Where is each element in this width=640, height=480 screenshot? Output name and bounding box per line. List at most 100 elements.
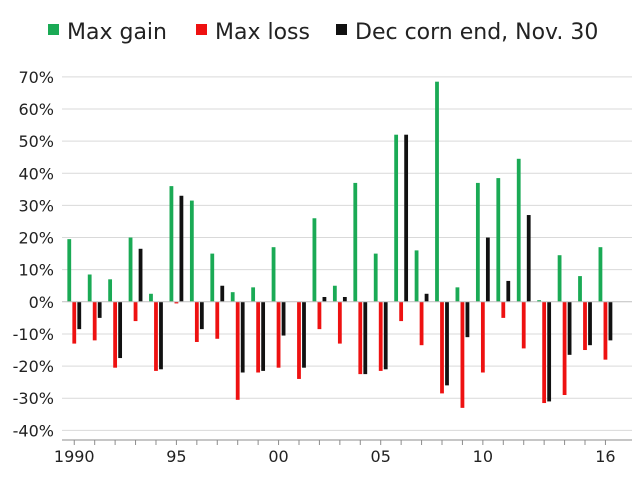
- bar-max-1996: [189, 200, 194, 302]
- bar-max-1999: [256, 301, 261, 373]
- bar-max-1997: [210, 253, 215, 302]
- bar-max-2009: [460, 301, 465, 408]
- x-axis-ticks: [73, 440, 606, 445]
- bar-dec-2014: [567, 301, 572, 355]
- legend-swatch-0: [48, 24, 59, 35]
- bar-max-2011: [496, 178, 501, 302]
- bar-dec-1997: [220, 285, 225, 302]
- bar-max-2014: [562, 301, 567, 396]
- y-tick-label--30: -30%: [13, 389, 54, 408]
- bar-max-1992: [113, 301, 118, 368]
- bar-dec-2002: [322, 296, 327, 302]
- y-tick-label--40: -40%: [13, 421, 54, 440]
- x-tick-label-10: 10: [473, 447, 493, 466]
- bar-max-2001: [297, 301, 301, 379]
- bar-max-1992: [108, 279, 113, 302]
- bar-max-2013: [542, 301, 547, 404]
- bar-dec-2001: [302, 301, 306, 368]
- bar-max-2008: [440, 301, 444, 394]
- bar-max-2006: [399, 301, 404, 322]
- bar-dec-2013: [547, 301, 552, 402]
- y-tick-label--10: -10%: [13, 325, 54, 344]
- bar-max-2016: [603, 301, 608, 360]
- bar-max-1994: [149, 293, 153, 302]
- x-tick-label-16: 16: [595, 447, 615, 466]
- legend-label-0: Max gain: [67, 20, 167, 45]
- x-tick-label-05: 05: [371, 447, 391, 466]
- bar-dec-2003: [342, 296, 347, 302]
- bar-max-1998: [235, 301, 240, 400]
- bar-max-2013: [537, 300, 542, 302]
- y-tick-label-40: 40%: [18, 164, 54, 183]
- bar-max-2012: [516, 158, 521, 302]
- bar-max-2005: [373, 253, 378, 302]
- bar-max-1990: [72, 301, 77, 344]
- bar-dec-2016: [608, 301, 613, 341]
- bar-max-2011: [501, 301, 506, 318]
- bar-max-2007: [414, 250, 419, 302]
- bar-dec-2006: [404, 134, 409, 302]
- bar-max-2005: [378, 301, 383, 371]
- bar-max-2009: [455, 287, 460, 302]
- bar-dec-1991: [97, 301, 102, 318]
- legend-swatch-2: [336, 24, 347, 35]
- y-tick-label-10: 10%: [18, 261, 54, 280]
- bar-max-2015: [578, 276, 582, 302]
- bar-dec-2007: [424, 293, 429, 302]
- bar-dec-2011: [506, 280, 511, 302]
- legend-swatch-1: [196, 24, 207, 35]
- bar-dec-2004: [363, 301, 368, 375]
- bar-max-1998: [230, 292, 235, 302]
- x-axis-tick-labels: 1990 95 00 05 10 16: [54, 447, 616, 466]
- bar-max-1996: [194, 301, 199, 342]
- bar-max-1993: [128, 237, 133, 302]
- bar-dec-2000: [281, 301, 286, 336]
- bar-dec-1992: [118, 301, 123, 359]
- bar-dec-2008: [445, 301, 449, 386]
- bar-max-2012: [521, 301, 526, 349]
- x-tick-label-00: 00: [268, 447, 288, 466]
- bar-max-2003: [337, 301, 342, 344]
- bar-max-2015: [583, 301, 587, 351]
- y-tick-label-60: 60%: [18, 100, 54, 119]
- y-tick-label-20: 20%: [18, 229, 54, 248]
- bar-max-1993: [133, 301, 138, 322]
- bar-dec-1993: [138, 248, 143, 302]
- x-tick-label-1990: 1990: [54, 447, 95, 466]
- bar-max-1999: [251, 287, 256, 302]
- bar-max-1995: [174, 301, 179, 304]
- gridlines: [62, 76, 632, 431]
- bar-max-1997: [215, 301, 220, 339]
- bar-dec-1998: [240, 301, 245, 373]
- y-axis-tick-labels: -40% -30% -20% -10% 0% 10% 20% 30% 40% 50% 60% 70%: [13, 68, 54, 441]
- x-tick-label-95: 95: [166, 447, 186, 466]
- bar-max-2003: [332, 285, 337, 302]
- bar-max-1991: [87, 274, 92, 302]
- bar-max-2000: [276, 301, 281, 368]
- bar-dec-1995: [179, 195, 184, 302]
- bars: [67, 81, 613, 408]
- bar-dec-2012: [526, 215, 531, 302]
- bar-max-2010: [475, 182, 480, 302]
- bar-max-2006: [394, 134, 399, 302]
- y-tick-label-30: 30%: [18, 196, 54, 215]
- bar-max-2004: [358, 301, 363, 375]
- bar-dec-1996: [199, 301, 204, 330]
- bar-dec-2009: [465, 301, 470, 338]
- bar-max-2000: [271, 247, 276, 302]
- bar-max-2007: [419, 301, 424, 346]
- bar-max-2016: [598, 247, 603, 302]
- y-tick-label--20: -20%: [13, 357, 54, 376]
- bar-dec-1990: [77, 301, 82, 330]
- bar-max-1994: [154, 301, 158, 371]
- bar-max-2010: [480, 301, 485, 373]
- bar-dec-2005: [383, 301, 388, 370]
- bar-dec-2010: [485, 237, 490, 302]
- y-tick-label-70: 70%: [18, 68, 54, 87]
- bar-max-2008: [435, 81, 439, 302]
- bar-dec-1999: [261, 301, 266, 371]
- bar-max-1995: [169, 186, 174, 302]
- bar-dec-2015: [588, 301, 592, 346]
- y-tick-label-50: 50%: [18, 132, 54, 151]
